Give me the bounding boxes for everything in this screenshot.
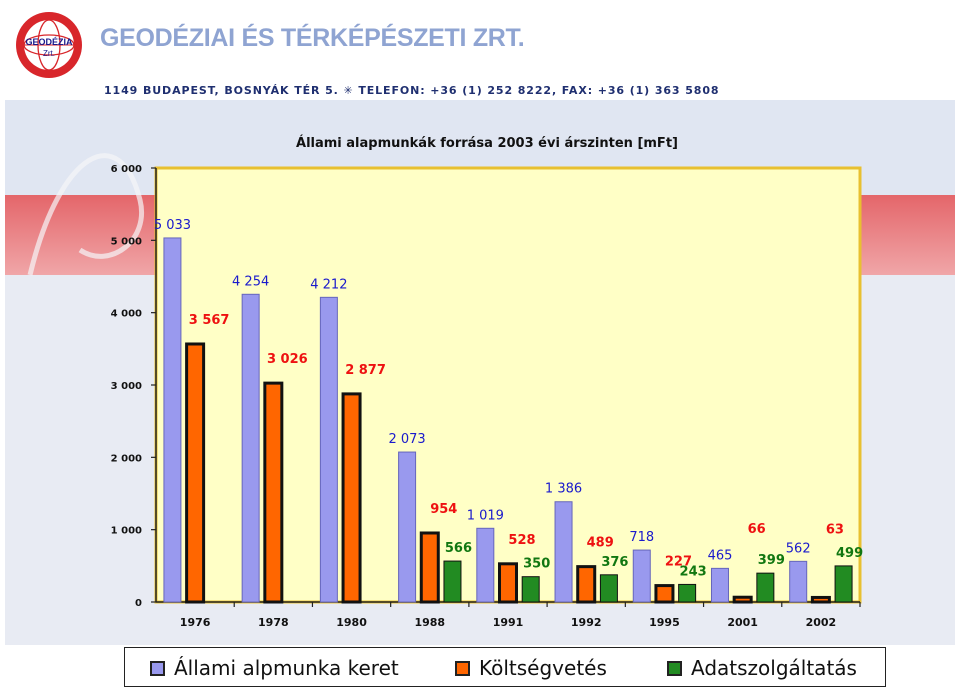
y-tick-label: 4 000 bbox=[111, 309, 142, 320]
legend-item: Költségvetés bbox=[455, 656, 607, 680]
data-label: 489 bbox=[587, 536, 614, 551]
legend-swatch bbox=[667, 660, 682, 676]
y-tick-label: 3 000 bbox=[111, 381, 142, 392]
svg-text:Zrt.: Zrt. bbox=[43, 49, 55, 58]
bar bbox=[554, 501, 573, 603]
data-label: 66 bbox=[748, 522, 766, 537]
data-label: 1 386 bbox=[545, 482, 582, 497]
x-tick-label: 1995 bbox=[649, 616, 680, 629]
legend-swatch bbox=[455, 660, 470, 676]
data-label: 4 212 bbox=[310, 277, 347, 292]
data-label: 954 bbox=[430, 502, 457, 517]
y-tick-label: 1 000 bbox=[111, 526, 142, 537]
bar bbox=[398, 451, 417, 603]
chart-title: Állami alapmunkák forrása 2003 évi árszi… bbox=[296, 135, 678, 151]
address-bar bbox=[5, 80, 955, 102]
data-label: 2 073 bbox=[388, 432, 425, 447]
data-label: 1 019 bbox=[467, 508, 504, 523]
data-label: 350 bbox=[523, 557, 550, 572]
legend-swatch bbox=[150, 660, 165, 676]
x-tick-label: 2001 bbox=[727, 616, 758, 629]
bar bbox=[732, 595, 753, 604]
data-label: 227 bbox=[665, 555, 692, 570]
company-logo: GEODÉZIA Zrt. bbox=[16, 12, 82, 78]
bar bbox=[521, 576, 540, 603]
data-label: 4 254 bbox=[232, 274, 269, 289]
data-label: 376 bbox=[601, 555, 628, 570]
x-tick-label: 1976 bbox=[180, 616, 211, 629]
y-tick-label: 0 bbox=[135, 598, 142, 609]
data-label: 399 bbox=[758, 553, 785, 568]
data-label: 718 bbox=[629, 530, 654, 545]
x-tick-label: 1988 bbox=[414, 616, 445, 629]
bar bbox=[599, 574, 618, 603]
data-label: 63 bbox=[826, 522, 844, 537]
bar bbox=[654, 584, 675, 604]
legend-label: Adatszolgáltatás bbox=[691, 656, 857, 680]
bar bbox=[263, 381, 284, 604]
y-axis: 0 1 000 2 000 3 000 4 000 5 000 6 000 bbox=[111, 164, 157, 609]
y-tick-label: 6 000 bbox=[111, 164, 142, 175]
company-address: 1149 BUDAPEST, BOSNYÁK TÉR 5. ✳ TELEFON:… bbox=[104, 84, 720, 97]
data-label: 243 bbox=[680, 564, 707, 579]
bar bbox=[319, 296, 338, 603]
bar bbox=[834, 565, 853, 603]
bar bbox=[576, 565, 597, 604]
legend: Állami alpmunka keret Költségvetés Adats… bbox=[124, 647, 886, 687]
x-tick-label: 2002 bbox=[806, 616, 837, 629]
y-tick-label: 2 000 bbox=[111, 453, 142, 464]
x-tick-label: 1991 bbox=[493, 616, 524, 629]
bar bbox=[443, 560, 462, 603]
x-tick-label: 1980 bbox=[336, 616, 367, 629]
legend-item: Állami alpmunka keret bbox=[150, 656, 399, 680]
y-tick-label: 5 000 bbox=[111, 236, 142, 247]
bar bbox=[710, 567, 729, 603]
bar bbox=[419, 531, 440, 604]
bar bbox=[756, 572, 775, 603]
data-label: 499 bbox=[836, 546, 863, 561]
data-label: 3 026 bbox=[267, 352, 308, 367]
bar bbox=[341, 392, 362, 604]
background-swoosh-decoration bbox=[27, 153, 144, 276]
svg-text:GEODÉZIA: GEODÉZIA bbox=[25, 37, 73, 47]
legend-label: Állami alpmunka keret bbox=[174, 656, 399, 680]
data-label: 528 bbox=[508, 533, 535, 548]
data-label: 465 bbox=[708, 548, 733, 563]
bar bbox=[678, 583, 697, 603]
bar bbox=[476, 527, 495, 603]
x-tick-label: 1978 bbox=[258, 616, 289, 629]
data-label: 3 567 bbox=[189, 313, 230, 328]
data-label: 2 877 bbox=[345, 363, 386, 378]
bar bbox=[632, 549, 651, 603]
bar bbox=[185, 342, 206, 604]
header-banner: GEODÉZIA Zrt. GEODÉZIAI ÉS TÉRKÉPÉSZETI … bbox=[0, 0, 960, 80]
bar bbox=[810, 595, 831, 604]
bar bbox=[241, 293, 260, 603]
x-tick-label: 1992 bbox=[571, 616, 602, 629]
bar bbox=[498, 562, 518, 604]
bar-chart: Állami alapmunkák forrása 2003 évi árszi… bbox=[5, 100, 955, 645]
data-label: 562 bbox=[786, 541, 811, 556]
bar-series bbox=[163, 237, 853, 604]
company-name: GEODÉZIAI ÉS TÉRKÉPÉSZETI ZRT. bbox=[100, 24, 525, 52]
legend-item: Adatszolgáltatás bbox=[667, 656, 857, 680]
legend-label: Költségvetés bbox=[479, 656, 607, 680]
bar bbox=[789, 560, 808, 603]
data-label: 566 bbox=[445, 541, 472, 556]
bar bbox=[163, 237, 182, 603]
data-label: 5 033 bbox=[154, 218, 191, 233]
